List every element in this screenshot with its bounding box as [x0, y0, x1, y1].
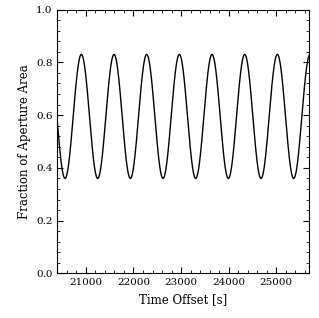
- Y-axis label: Fraction of Aperture Area: Fraction of Aperture Area: [18, 64, 31, 219]
- X-axis label: Time Offset [s]: Time Offset [s]: [139, 293, 227, 306]
